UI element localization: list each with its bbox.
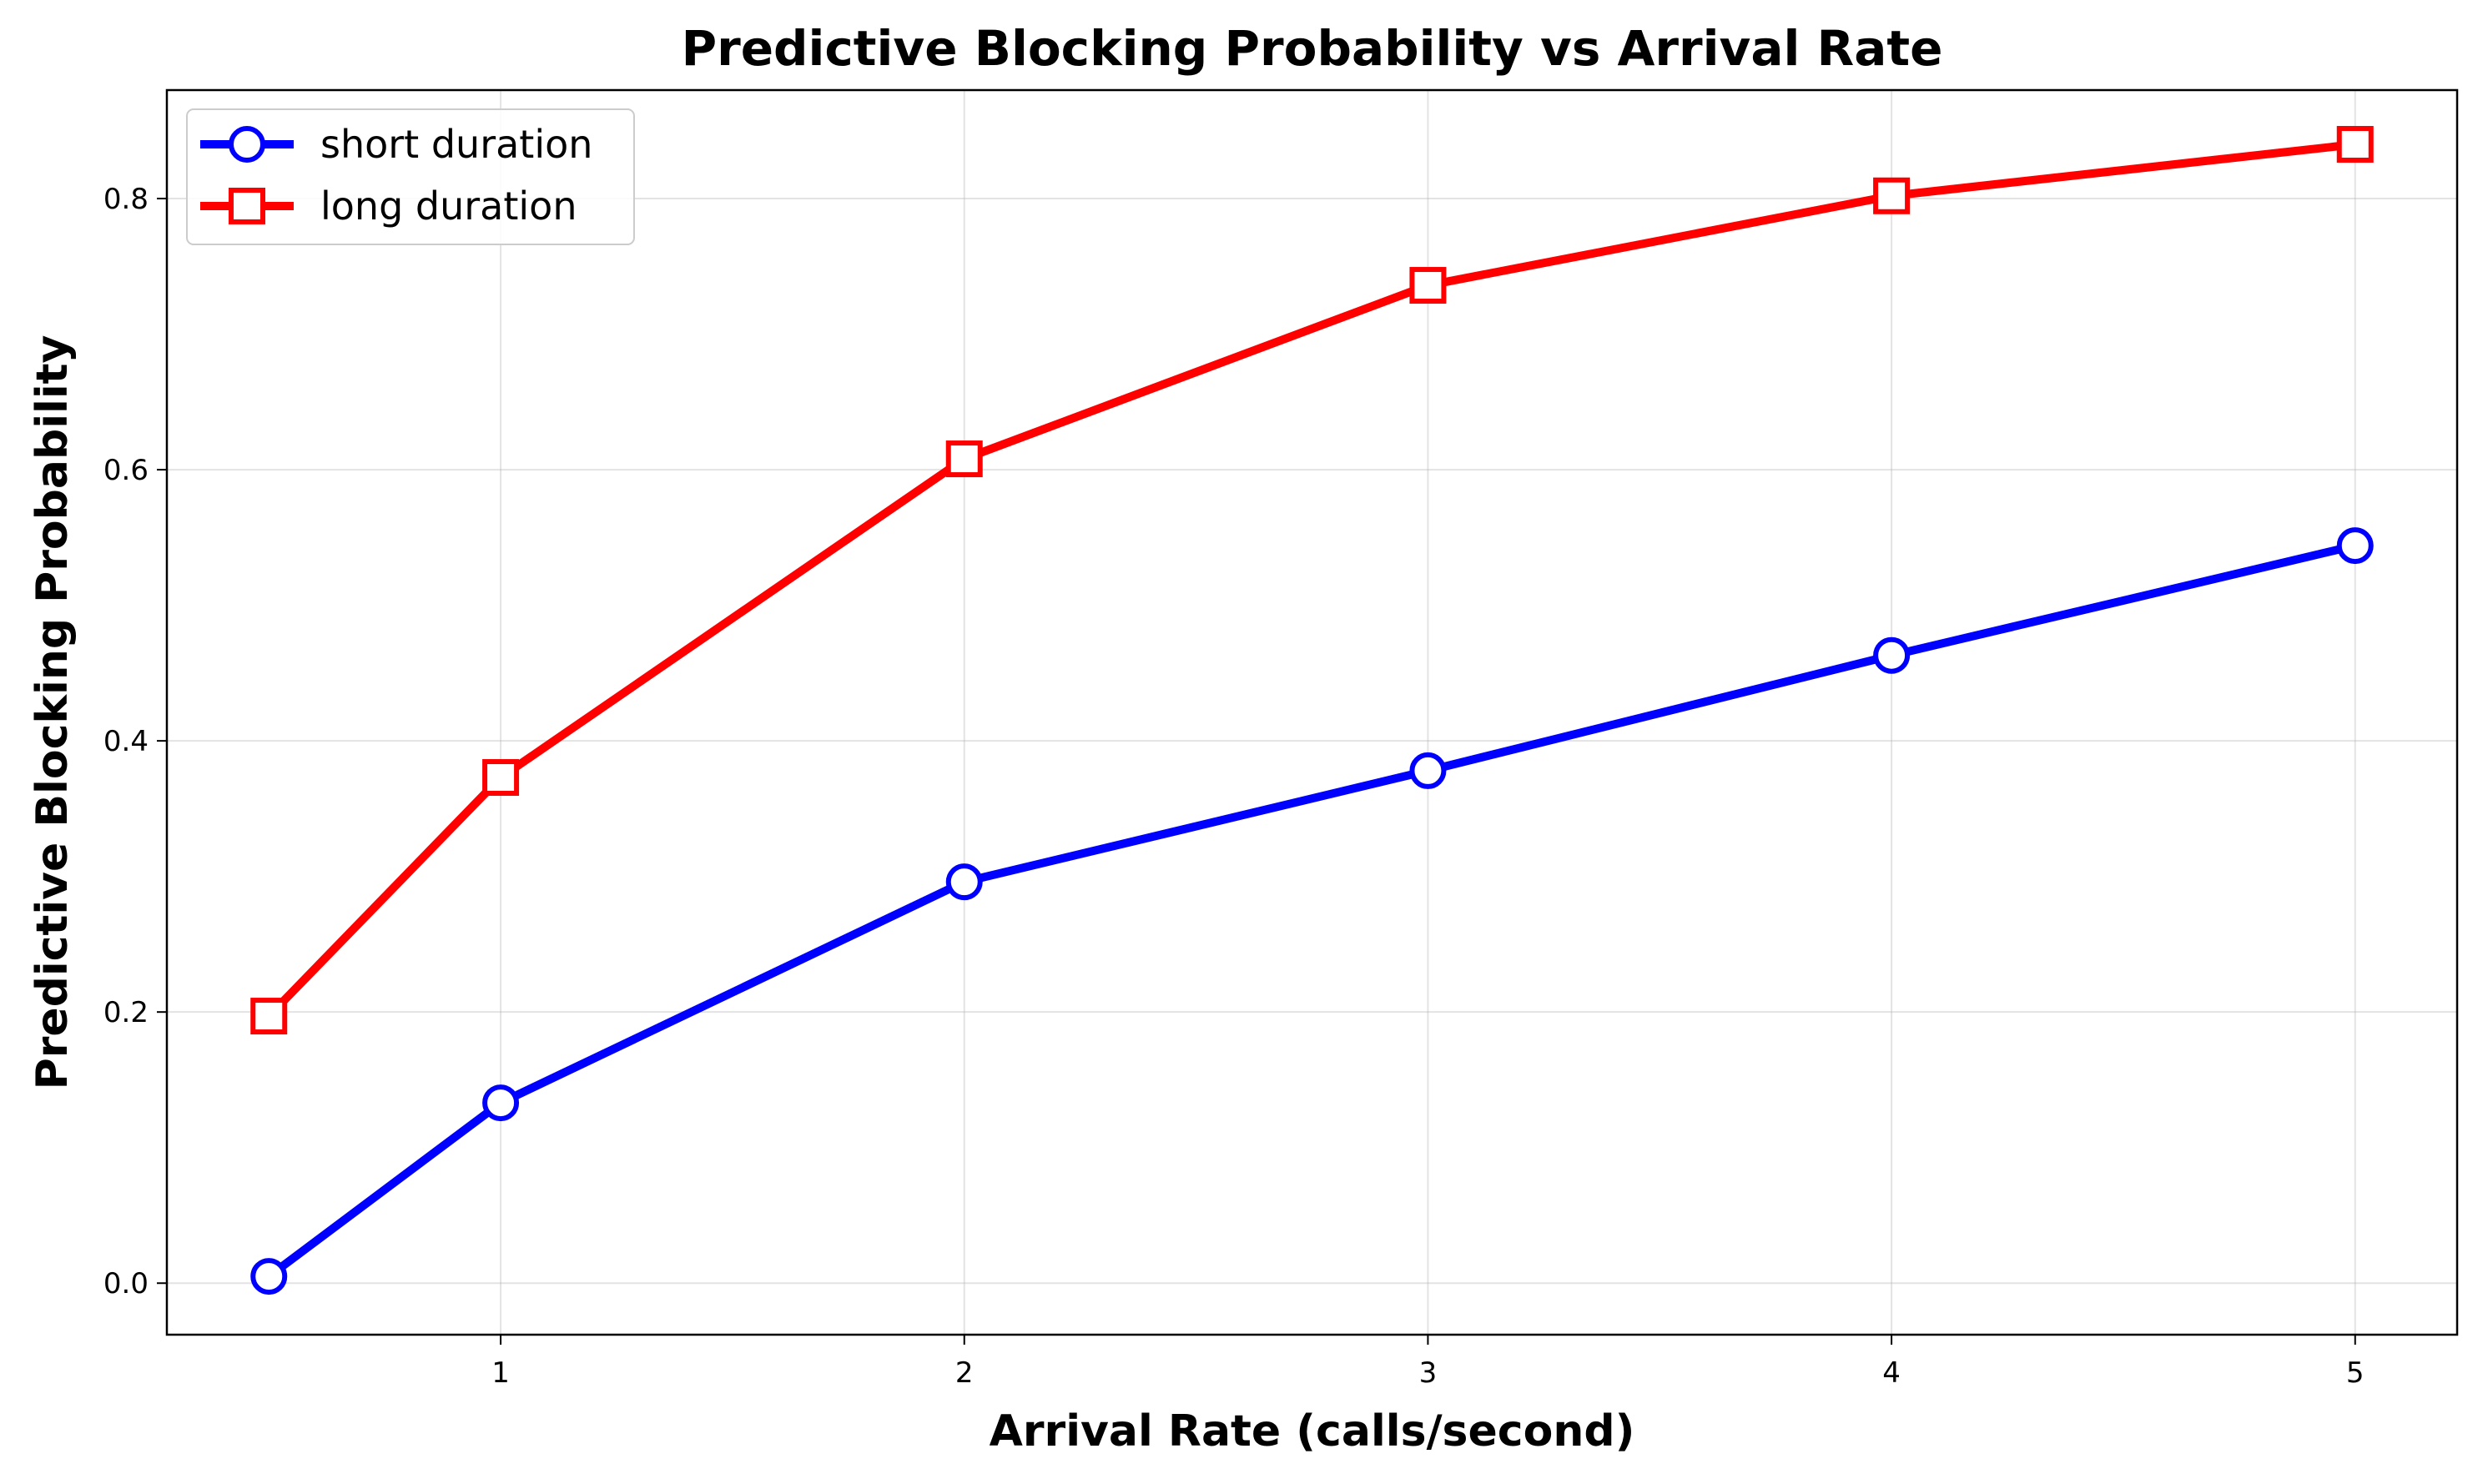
x-tick-label: 5 bbox=[2346, 1356, 2365, 1390]
y-tick-label: 0.8 bbox=[103, 183, 149, 216]
data-point bbox=[1409, 267, 1447, 304]
y-tick-label: 0.0 bbox=[103, 1267, 149, 1300]
x-tick-label: 2 bbox=[955, 1356, 974, 1390]
data-point bbox=[250, 1258, 288, 1295]
legend-marker bbox=[229, 126, 265, 163]
plot-lines bbox=[250, 126, 2374, 1295]
x-tick-label: 1 bbox=[491, 1356, 510, 1390]
data-point bbox=[1409, 752, 1447, 789]
series-short-duration bbox=[250, 527, 2374, 1295]
data-point bbox=[482, 1084, 520, 1122]
y-axis-label: Predictive Blocking Probability bbox=[28, 335, 78, 1090]
x-tick-label: 3 bbox=[1419, 1356, 1438, 1390]
data-point bbox=[2336, 527, 2374, 565]
legend-item: long duration bbox=[200, 184, 577, 229]
legend-item: short duration bbox=[200, 122, 592, 167]
data-point bbox=[482, 759, 520, 797]
axis-ticks: 1 2 3 4 5 0.0 0.2 0.4 0.6 0.8 bbox=[103, 183, 2365, 1390]
series-line bbox=[265, 140, 2356, 1019]
plot-frame bbox=[165, 88, 2459, 1336]
x-tick-label: 4 bbox=[1882, 1356, 1901, 1390]
y-tick-label: 0.6 bbox=[103, 454, 149, 487]
data-point bbox=[1873, 636, 1911, 674]
data-point bbox=[1873, 177, 1911, 214]
chart-title: Predictive Blocking Probability vs Arriv… bbox=[682, 20, 1943, 77]
data-point bbox=[945, 440, 983, 478]
data-point bbox=[945, 863, 983, 901]
data-point bbox=[2336, 126, 2374, 163]
series-line bbox=[266, 541, 2356, 1280]
y-tick-label: 0.2 bbox=[103, 996, 149, 1029]
legend-label: long duration bbox=[320, 184, 577, 229]
y-tick-label: 0.4 bbox=[103, 725, 149, 758]
legend-box bbox=[186, 108, 635, 245]
series-long-duration bbox=[250, 126, 2374, 1035]
legend-marker bbox=[229, 188, 265, 224]
data-point bbox=[250, 998, 288, 1035]
x-axis-label: Arrival Rate (calls/second) bbox=[990, 1406, 1635, 1456]
legend: short duration long duration bbox=[186, 108, 635, 245]
legend-label: short duration bbox=[320, 122, 592, 167]
